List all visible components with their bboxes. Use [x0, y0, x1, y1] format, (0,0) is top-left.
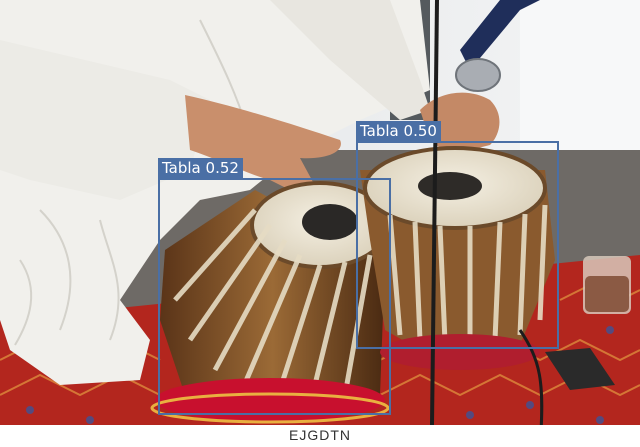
mic-stand: [430, 0, 439, 426]
rug-dots: [26, 326, 614, 424]
cushion-trim: [150, 392, 390, 424]
detection-label-tabla-left: Tabla 0.52: [158, 158, 243, 178]
microphone-body: [460, 0, 540, 70]
mobile-phone: [545, 348, 615, 390]
left-sleeve: [0, 40, 210, 200]
wall-panel: [520, 0, 640, 160]
watermark-band: [0, 425, 640, 447]
right-tabla-straps: [387, 204, 548, 343]
left-hand: [185, 95, 341, 201]
right-tabla-cushion: [380, 334, 540, 370]
glass-tea: [585, 276, 629, 312]
right-sleeve: [270, 0, 430, 120]
watermark-code: EJGDTN: [289, 427, 351, 443]
left-tabla-cushion: [155, 378, 385, 422]
detection-box-tabla-left: Tabla 0.52: [158, 158, 391, 415]
left-tabla-syahi: [302, 204, 358, 240]
microphone-grille: [455, 58, 501, 92]
detection-box-tabla-right: Tabla 0.50: [356, 121, 559, 349]
detection-label-tabla-right: Tabla 0.50: [356, 121, 441, 141]
